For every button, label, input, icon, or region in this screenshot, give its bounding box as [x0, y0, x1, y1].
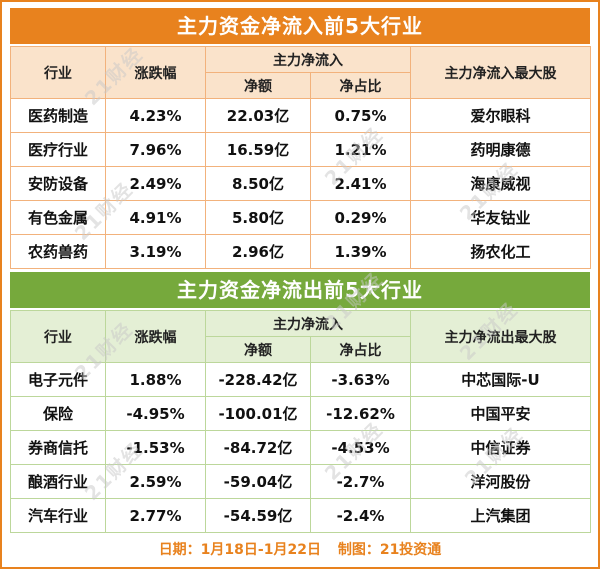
top-stock-cell: 华友钴业	[410, 200, 591, 235]
net-amount-header: 净额	[205, 72, 311, 99]
net-ratio-header: 净占比	[310, 336, 411, 363]
change-cell: -4.95%	[105, 396, 206, 431]
industry-cell: 医药制造	[10, 98, 106, 133]
industry-cell: 农药兽药	[10, 234, 106, 269]
inflow-header-row: 行业 涨跌幅 主力净流入 主力净流入最大股	[10, 46, 591, 99]
credit-label: 制图：21投资通	[337, 542, 442, 558]
inflow-subheader-row: 净额 净占比	[11, 72, 591, 99]
net-amount-cell: 5.80亿	[205, 200, 311, 235]
industry-cell: 电子元件	[10, 362, 106, 397]
net-amount-cell: -228.42亿	[205, 362, 311, 397]
top-stock-cell: 洋河股份	[410, 464, 591, 499]
net-ratio-cell: -3.63%	[310, 362, 411, 397]
net-ratio-cell: 0.29%	[310, 200, 411, 235]
top-stock-cell: 海康威视	[410, 166, 591, 201]
net-ratio-cell: -2.7%	[310, 464, 411, 499]
table-row: 有色金属 4.91% 5.80亿 0.29% 华友钴业	[10, 200, 591, 235]
flow-group-header: 主力净流入	[205, 310, 411, 337]
top-stock-cell: 药明康德	[410, 132, 591, 167]
net-ratio-cell: -12.62%	[310, 396, 411, 431]
net-ratio-cell: -2.4%	[310, 498, 411, 533]
top-stock-cell: 中信证券	[410, 430, 591, 465]
net-ratio-cell: 2.41%	[310, 166, 411, 201]
table-row: 医药制造 4.23% 22.03亿 0.75% 爱尔眼科	[10, 98, 591, 133]
change-cell: 3.19%	[105, 234, 206, 269]
net-amount-cell: 22.03亿	[205, 98, 311, 133]
net-amount-cell: 8.50亿	[205, 166, 311, 201]
table-row: 电子元件 1.88% -228.42亿 -3.63% 中芯国际-U	[10, 362, 591, 397]
net-ratio-cell: 1.39%	[310, 234, 411, 269]
top-stock-cell: 中国平安	[410, 396, 591, 431]
flow-group-header: 主力净流入	[205, 46, 411, 73]
industry-cell: 券商信托	[10, 430, 106, 465]
net-amount-cell: -84.72亿	[205, 430, 311, 465]
table-row: 汽车行业 2.77% -54.59亿 -2.4% 上汽集团	[10, 498, 591, 533]
inflow-title-bar: 主力资金净流入前5大行业	[10, 8, 590, 44]
top-stock-header: 主力净流出最大股	[410, 310, 591, 363]
net-ratio-cell: 1.21%	[310, 132, 411, 167]
outflow-table: 行业 涨跌幅 主力净流入 主力净流出最大股 净额 净占比 电子元件 1.88% …	[10, 310, 591, 533]
net-amount-cell: -100.01亿	[205, 396, 311, 431]
table-row: 农药兽药 3.19% 2.96亿 1.39% 扬农化工	[10, 234, 591, 269]
net-amount-cell: 16.59亿	[205, 132, 311, 167]
change-header: 涨跌幅	[105, 310, 206, 363]
outflow-title-bar: 主力资金净流出前5大行业	[10, 272, 590, 308]
change-cell: 2.77%	[105, 498, 206, 533]
change-cell: 2.49%	[105, 166, 206, 201]
top-stock-cell: 爱尔眼科	[410, 98, 591, 133]
industry-cell: 有色金属	[10, 200, 106, 235]
net-amount-cell: -54.59亿	[205, 498, 311, 533]
top-stock-header: 主力净流入最大股	[410, 46, 591, 99]
industry-header: 行业	[10, 46, 106, 99]
change-cell: -1.53%	[105, 430, 206, 465]
inflow-table: 行业 涨跌幅 主力净流入 主力净流入最大股 净额 净占比 医药制造 4.23% …	[10, 46, 591, 269]
footer: 日期：1月18日-1月22日 制图：21投资通	[10, 539, 590, 559]
change-cell: 7.96%	[105, 132, 206, 167]
industry-cell: 医疗行业	[10, 132, 106, 167]
industry-cell: 汽车行业	[10, 498, 106, 533]
net-ratio-header: 净占比	[310, 72, 411, 99]
table-row: 保险 -4.95% -100.01亿 -12.62% 中国平安	[10, 396, 591, 431]
table-row: 安防设备 2.49% 8.50亿 2.41% 海康威视	[10, 166, 591, 201]
top-stock-cell: 上汽集团	[410, 498, 591, 533]
top-stock-cell: 扬农化工	[410, 234, 591, 269]
change-cell: 4.91%	[105, 200, 206, 235]
table-row: 券商信托 -1.53% -84.72亿 -4.53% 中信证券	[10, 430, 591, 465]
outflow-header-row: 行业 涨跌幅 主力净流入 主力净流出最大股	[10, 310, 591, 363]
change-header: 涨跌幅	[105, 46, 206, 99]
net-ratio-cell: 0.75%	[310, 98, 411, 133]
table-row: 医疗行业 7.96% 16.59亿 1.21% 药明康德	[10, 132, 591, 167]
table-row: 酿酒行业 2.59% -59.04亿 -2.7% 洋河股份	[10, 464, 591, 499]
industry-cell: 安防设备	[10, 166, 106, 201]
change-cell: 4.23%	[105, 98, 206, 133]
net-amount-cell: 2.96亿	[205, 234, 311, 269]
net-ratio-cell: -4.53%	[310, 430, 411, 465]
top-stock-cell: 中芯国际-U	[410, 362, 591, 397]
industry-cell: 保险	[10, 396, 106, 431]
net-amount-header: 净额	[205, 336, 311, 363]
change-cell: 2.59%	[105, 464, 206, 499]
change-cell: 1.88%	[105, 362, 206, 397]
net-amount-cell: -59.04亿	[205, 464, 311, 499]
industry-header: 行业	[10, 310, 106, 363]
date-range-label: 日期：1月18日-1月22日	[158, 542, 321, 558]
industry-cell: 酿酒行业	[10, 464, 106, 499]
